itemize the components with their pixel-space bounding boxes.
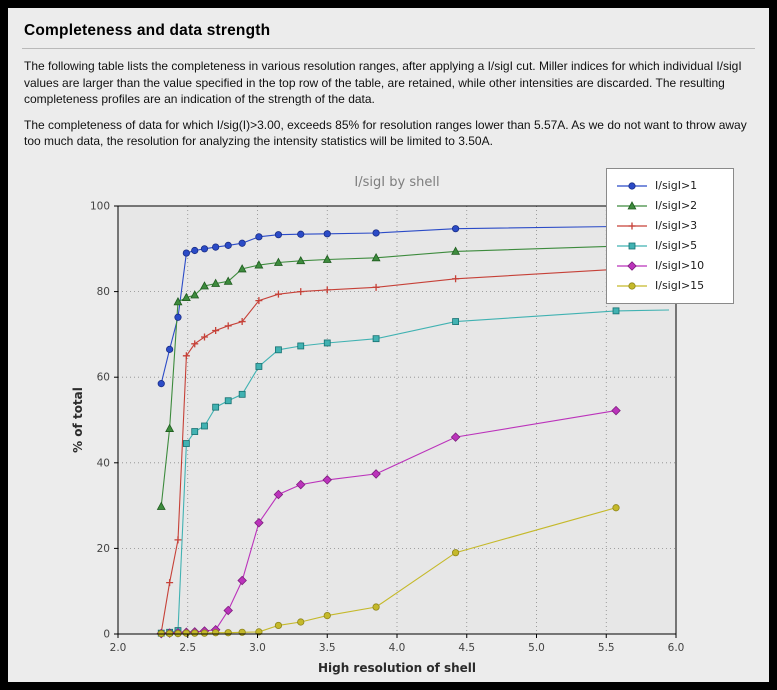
title-divider — [22, 48, 755, 49]
series-markers — [157, 222, 620, 387]
svg-text:2.0: 2.0 — [110, 642, 127, 654]
chart-title: I/sigI by shell — [354, 175, 439, 190]
legend-item: I/sigI>1 — [615, 176, 727, 196]
legend-marker-sample — [617, 282, 647, 290]
legend-item: I/sigI>15 — [615, 276, 727, 296]
legend-label: I/sigI>3 — [655, 219, 698, 233]
chart-legend: I/sigI>1 I/sigI>2 I/sigI>3 I/sigI>5 I/sigI>1… — [606, 167, 734, 304]
legend-item: I/sigI>5 — [615, 236, 727, 256]
legend-label: I/sigI>5 — [655, 239, 698, 253]
svg-text:40: 40 — [97, 457, 110, 469]
svg-text:5.5: 5.5 — [598, 642, 615, 654]
y-axis-label: % of total — [71, 387, 85, 453]
svg-text:4.0: 4.0 — [389, 642, 406, 654]
chart-canvas: 2.0 2.5 3.0 3.5 4.0 4.5 5.0 5.5 6.0 0 20 40 60 80 100 I… — [71, 175, 685, 675]
series-line — [161, 506, 617, 634]
legend-marker-sample — [617, 260, 647, 271]
svg-text:0: 0 — [103, 628, 110, 640]
x-axis: 2.0 2.5 3.0 3.5 4.0 4.5 5.0 5.5 6.0 — [110, 633, 685, 654]
legend-marker-sample — [617, 200, 647, 210]
svg-text:60: 60 — [97, 371, 110, 383]
legend-item: I/sigI>10 — [615, 256, 727, 276]
svg-text:6.0: 6.0 — [668, 642, 685, 654]
svg-text:5.0: 5.0 — [528, 642, 545, 654]
completeness-chart: 2.0 2.5 3.0 3.5 4.0 4.5 5.0 5.5 6.0 0 20 40 60 80 100 I… — [68, 162, 768, 686]
legend-item: I/sigI>3 — [615, 216, 727, 236]
svg-text:4.5: 4.5 — [458, 642, 475, 654]
svg-text:100: 100 — [90, 200, 110, 212]
legend-label: I/sigI>10 — [655, 259, 705, 273]
legend-item: I/sigI>2 — [615, 196, 727, 216]
series-markers — [157, 265, 620, 636]
svg-text:3.5: 3.5 — [319, 642, 336, 654]
svg-text:2.5: 2.5 — [179, 642, 196, 654]
svg-text:20: 20 — [97, 543, 110, 555]
x-axis-label: High resolution of shell — [318, 661, 476, 675]
svg-text:80: 80 — [97, 286, 110, 298]
y-axis: 0 20 40 60 80 100 — [90, 200, 118, 640]
legend-marker-sample — [617, 182, 647, 190]
legend-label: I/sigI>2 — [655, 199, 698, 213]
page-title: Completeness and data strength — [24, 22, 271, 39]
summary-paragraph: The completeness of data for which I/sig… — [24, 117, 747, 149]
intro-paragraph: The following table lists the completene… — [24, 59, 742, 107]
svg-text:3.0: 3.0 — [249, 642, 266, 654]
legend-marker-sample — [617, 222, 647, 230]
report-window: Completeness and data strength The follo… — [8, 8, 769, 682]
legend-label: I/sigI>1 — [655, 179, 698, 193]
legend-label: I/sigI>15 — [655, 279, 705, 293]
legend-marker-sample — [617, 242, 647, 250]
